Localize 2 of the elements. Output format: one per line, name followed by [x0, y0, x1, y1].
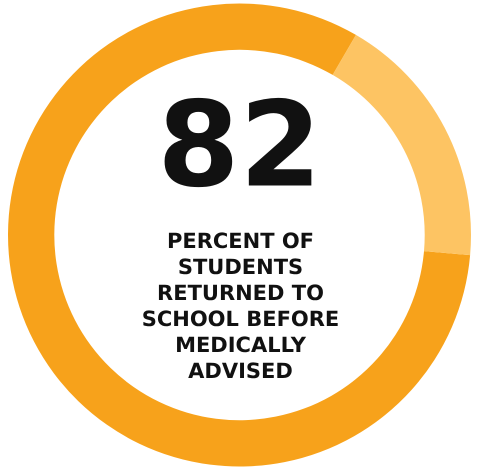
text: PERCENT OF STUDENTS RETURNED TO SCHOOL BEFORE MEDICALLY ADVISED [140, 228, 340, 384]
data-label: 82 [157, 76, 322, 214]
